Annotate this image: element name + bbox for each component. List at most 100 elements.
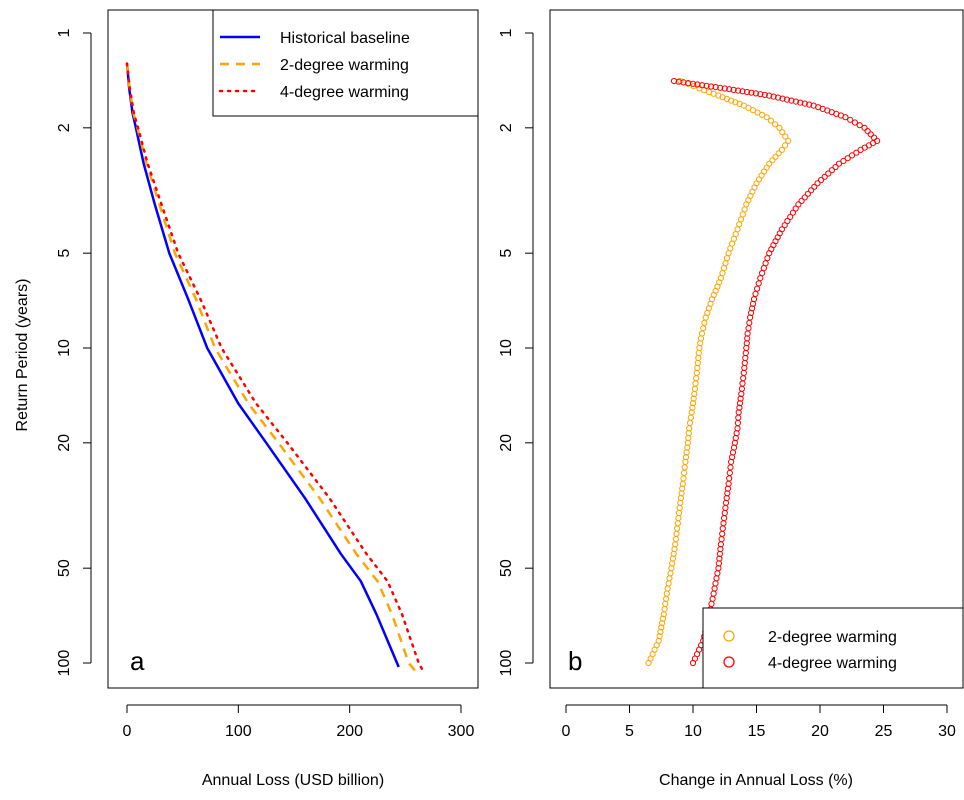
panel-a-x-axis-label: Annual Loss (USD billion) <box>202 772 384 789</box>
x-tick-label: 5 <box>625 723 634 740</box>
data-point-2-degree-warming <box>776 124 783 131</box>
panel-a-label: a <box>130 646 145 676</box>
data-point-2-degree-warming <box>689 400 697 407</box>
data-point-4-degree-warming <box>749 300 757 307</box>
series-line-historical-baseline <box>125 63 400 668</box>
data-point-2-degree-warming <box>693 369 700 376</box>
y-tick-label: 5 <box>498 249 515 258</box>
data-point-2-degree-warming <box>736 221 743 228</box>
y-tick-label: 1 <box>498 28 515 37</box>
y-tick-label: 20 <box>498 434 515 452</box>
data-point-2-degree-warming <box>694 359 701 367</box>
data-point-4-degree-warming <box>797 99 804 106</box>
panel-b-series <box>645 77 881 667</box>
data-point-4-degree-warming <box>694 81 701 88</box>
data-point-4-degree-warming <box>713 575 720 582</box>
data-point-4-degree-warming <box>734 425 741 432</box>
data-point-4-degree-warming <box>801 194 808 201</box>
panel-a-series <box>125 62 425 673</box>
data-point-2-degree-warming <box>681 464 688 471</box>
data-point-4-degree-warming <box>739 88 746 95</box>
data-point-4-degree-warming <box>699 82 706 89</box>
data-point-4-degree-warming <box>814 180 821 187</box>
data-point-4-degree-warming <box>726 475 733 482</box>
data-point-2-degree-warming <box>661 606 668 613</box>
data-point-4-degree-warming <box>739 380 746 387</box>
panel-a-legend: Historical baseline 2-degree warming 4-d… <box>212 9 479 117</box>
data-point-4-degree-warming <box>847 116 854 123</box>
data-point-4-degree-warming <box>703 82 710 89</box>
data-point-4-degree-warming <box>740 375 747 382</box>
data-point-2-degree-warming <box>778 146 786 153</box>
panel-b-plot-frame <box>549 9 964 689</box>
data-point-4-degree-warming <box>714 570 721 577</box>
data-point-4-degree-warming <box>720 520 727 527</box>
data-point-4-degree-warming <box>757 91 764 98</box>
x-tick-label: 20 <box>811 723 829 740</box>
panel-b-legend-swatch-4deg <box>723 656 735 668</box>
data-point-2-degree-warming <box>656 633 663 640</box>
data-point-2-degree-warming <box>663 590 670 597</box>
data-point-4-degree-warming <box>722 504 729 511</box>
data-point-4-degree-warming <box>783 96 791 103</box>
panel-b-legend-label-4deg: 4-degree warming <box>768 655 897 672</box>
data-point-2-degree-warming <box>658 624 665 631</box>
panel-b-x-axis-label: Change in Annual Loss (%) <box>659 772 853 789</box>
data-point-2-degree-warming <box>785 137 792 144</box>
data-point-4-degree-warming <box>710 590 717 597</box>
data-point-2-degree-warming <box>759 111 766 118</box>
data-point-2-degree-warming <box>782 133 789 140</box>
data-point-4-degree-warming <box>717 84 724 91</box>
data-point-4-degree-warming <box>792 98 800 105</box>
data-point-4-degree-warming <box>718 536 725 543</box>
data-point-4-degree-warming <box>735 414 742 421</box>
y-tick-label: 20 <box>56 434 73 452</box>
data-point-2-degree-warming <box>692 380 699 387</box>
data-point-2-degree-warming <box>667 570 674 577</box>
data-point-2-degree-warming <box>687 414 695 421</box>
y-tick-label: 2 <box>56 123 73 132</box>
data-point-2-degree-warming <box>698 330 706 337</box>
panel-b-label: b <box>568 646 582 676</box>
data-point-2-degree-warming <box>675 515 682 522</box>
data-point-4-degree-warming <box>757 275 764 282</box>
data-point-4-degree-warming <box>730 86 737 94</box>
data-point-2-degree-warming <box>775 150 782 157</box>
data-point-4-degree-warming <box>741 359 748 367</box>
data-point-2-degree-warming <box>725 250 732 257</box>
panel-a-legend-label-historical: Historical baseline <box>280 30 410 47</box>
panel-b-legend-label-2deg: 2-degree warming <box>768 629 897 646</box>
data-point-4-degree-warming <box>806 101 813 108</box>
panel-b-legend: 2-degree warming 4-degree warming <box>702 607 964 689</box>
y-tick-label: 50 <box>56 559 73 577</box>
x-tick-label: 0 <box>562 723 571 740</box>
data-point-4-degree-warming <box>825 170 832 177</box>
data-point-4-degree-warming <box>759 270 766 277</box>
data-point-2-degree-warming <box>690 395 697 402</box>
data-point-4-degree-warming <box>719 530 726 537</box>
data-point-2-degree-warming <box>694 364 701 372</box>
data-point-4-degree-warming <box>738 385 746 392</box>
data-point-4-degree-warming <box>832 163 839 171</box>
panel-b-x-axis: 0 5 10 15 20 25 30 <box>562 704 956 740</box>
x-tick-label: 100 <box>225 723 252 740</box>
data-point-2-degree-warming <box>782 142 789 149</box>
data-point-2-degree-warming <box>691 385 699 392</box>
data-point-4-degree-warming <box>721 515 728 522</box>
panel-a-y-axis: 1 2 5 10 20 50 100 <box>56 28 92 676</box>
data-point-2-degree-warming <box>737 216 745 223</box>
data-point-2-degree-warming <box>665 580 672 587</box>
data-point-4-degree-warming <box>735 87 742 94</box>
data-point-4-degree-warming <box>721 85 728 92</box>
data-point-4-degree-warming <box>754 285 761 292</box>
panel-a: 0 100 200 300 1 2 5 10 20 50 100 a Annual Loss (U… <box>56 9 479 789</box>
data-point-4-degree-warming <box>801 100 808 107</box>
data-point-2-degree-warming <box>657 628 664 636</box>
data-point-2-degree-warming <box>676 504 683 511</box>
data-point-4-degree-warming <box>848 152 856 159</box>
data-point-2-degree-warming <box>681 469 688 476</box>
data-point-4-degree-warming <box>760 265 768 272</box>
data-point-2-degree-warming <box>659 615 667 622</box>
data-point-4-degree-warming <box>741 364 748 372</box>
